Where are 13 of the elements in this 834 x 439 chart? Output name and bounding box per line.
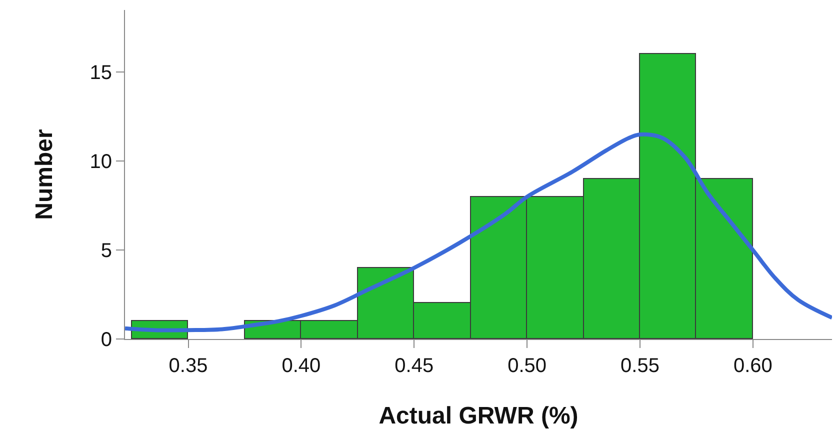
x-tick-label: 0.60 bbox=[733, 355, 772, 377]
y-tick-label: 15 bbox=[90, 62, 112, 84]
x-tick-label: 0.35 bbox=[168, 355, 208, 377]
x-tick-label: 0.50 bbox=[508, 355, 547, 377]
x-tick-label: 0.40 bbox=[282, 355, 321, 377]
x-tick-label: 0.45 bbox=[394, 355, 434, 377]
y-axis-title: Number bbox=[30, 129, 58, 220]
y-tick-label: 5 bbox=[100, 240, 112, 262]
y-tick-label: 0 bbox=[100, 329, 112, 351]
x-tick-label: 0.55 bbox=[620, 355, 660, 377]
line-series bbox=[125, 132, 832, 332]
y-tick-label: 10 bbox=[90, 151, 112, 174]
x-axis-title: Actual GRWR (%) bbox=[378, 402, 578, 430]
